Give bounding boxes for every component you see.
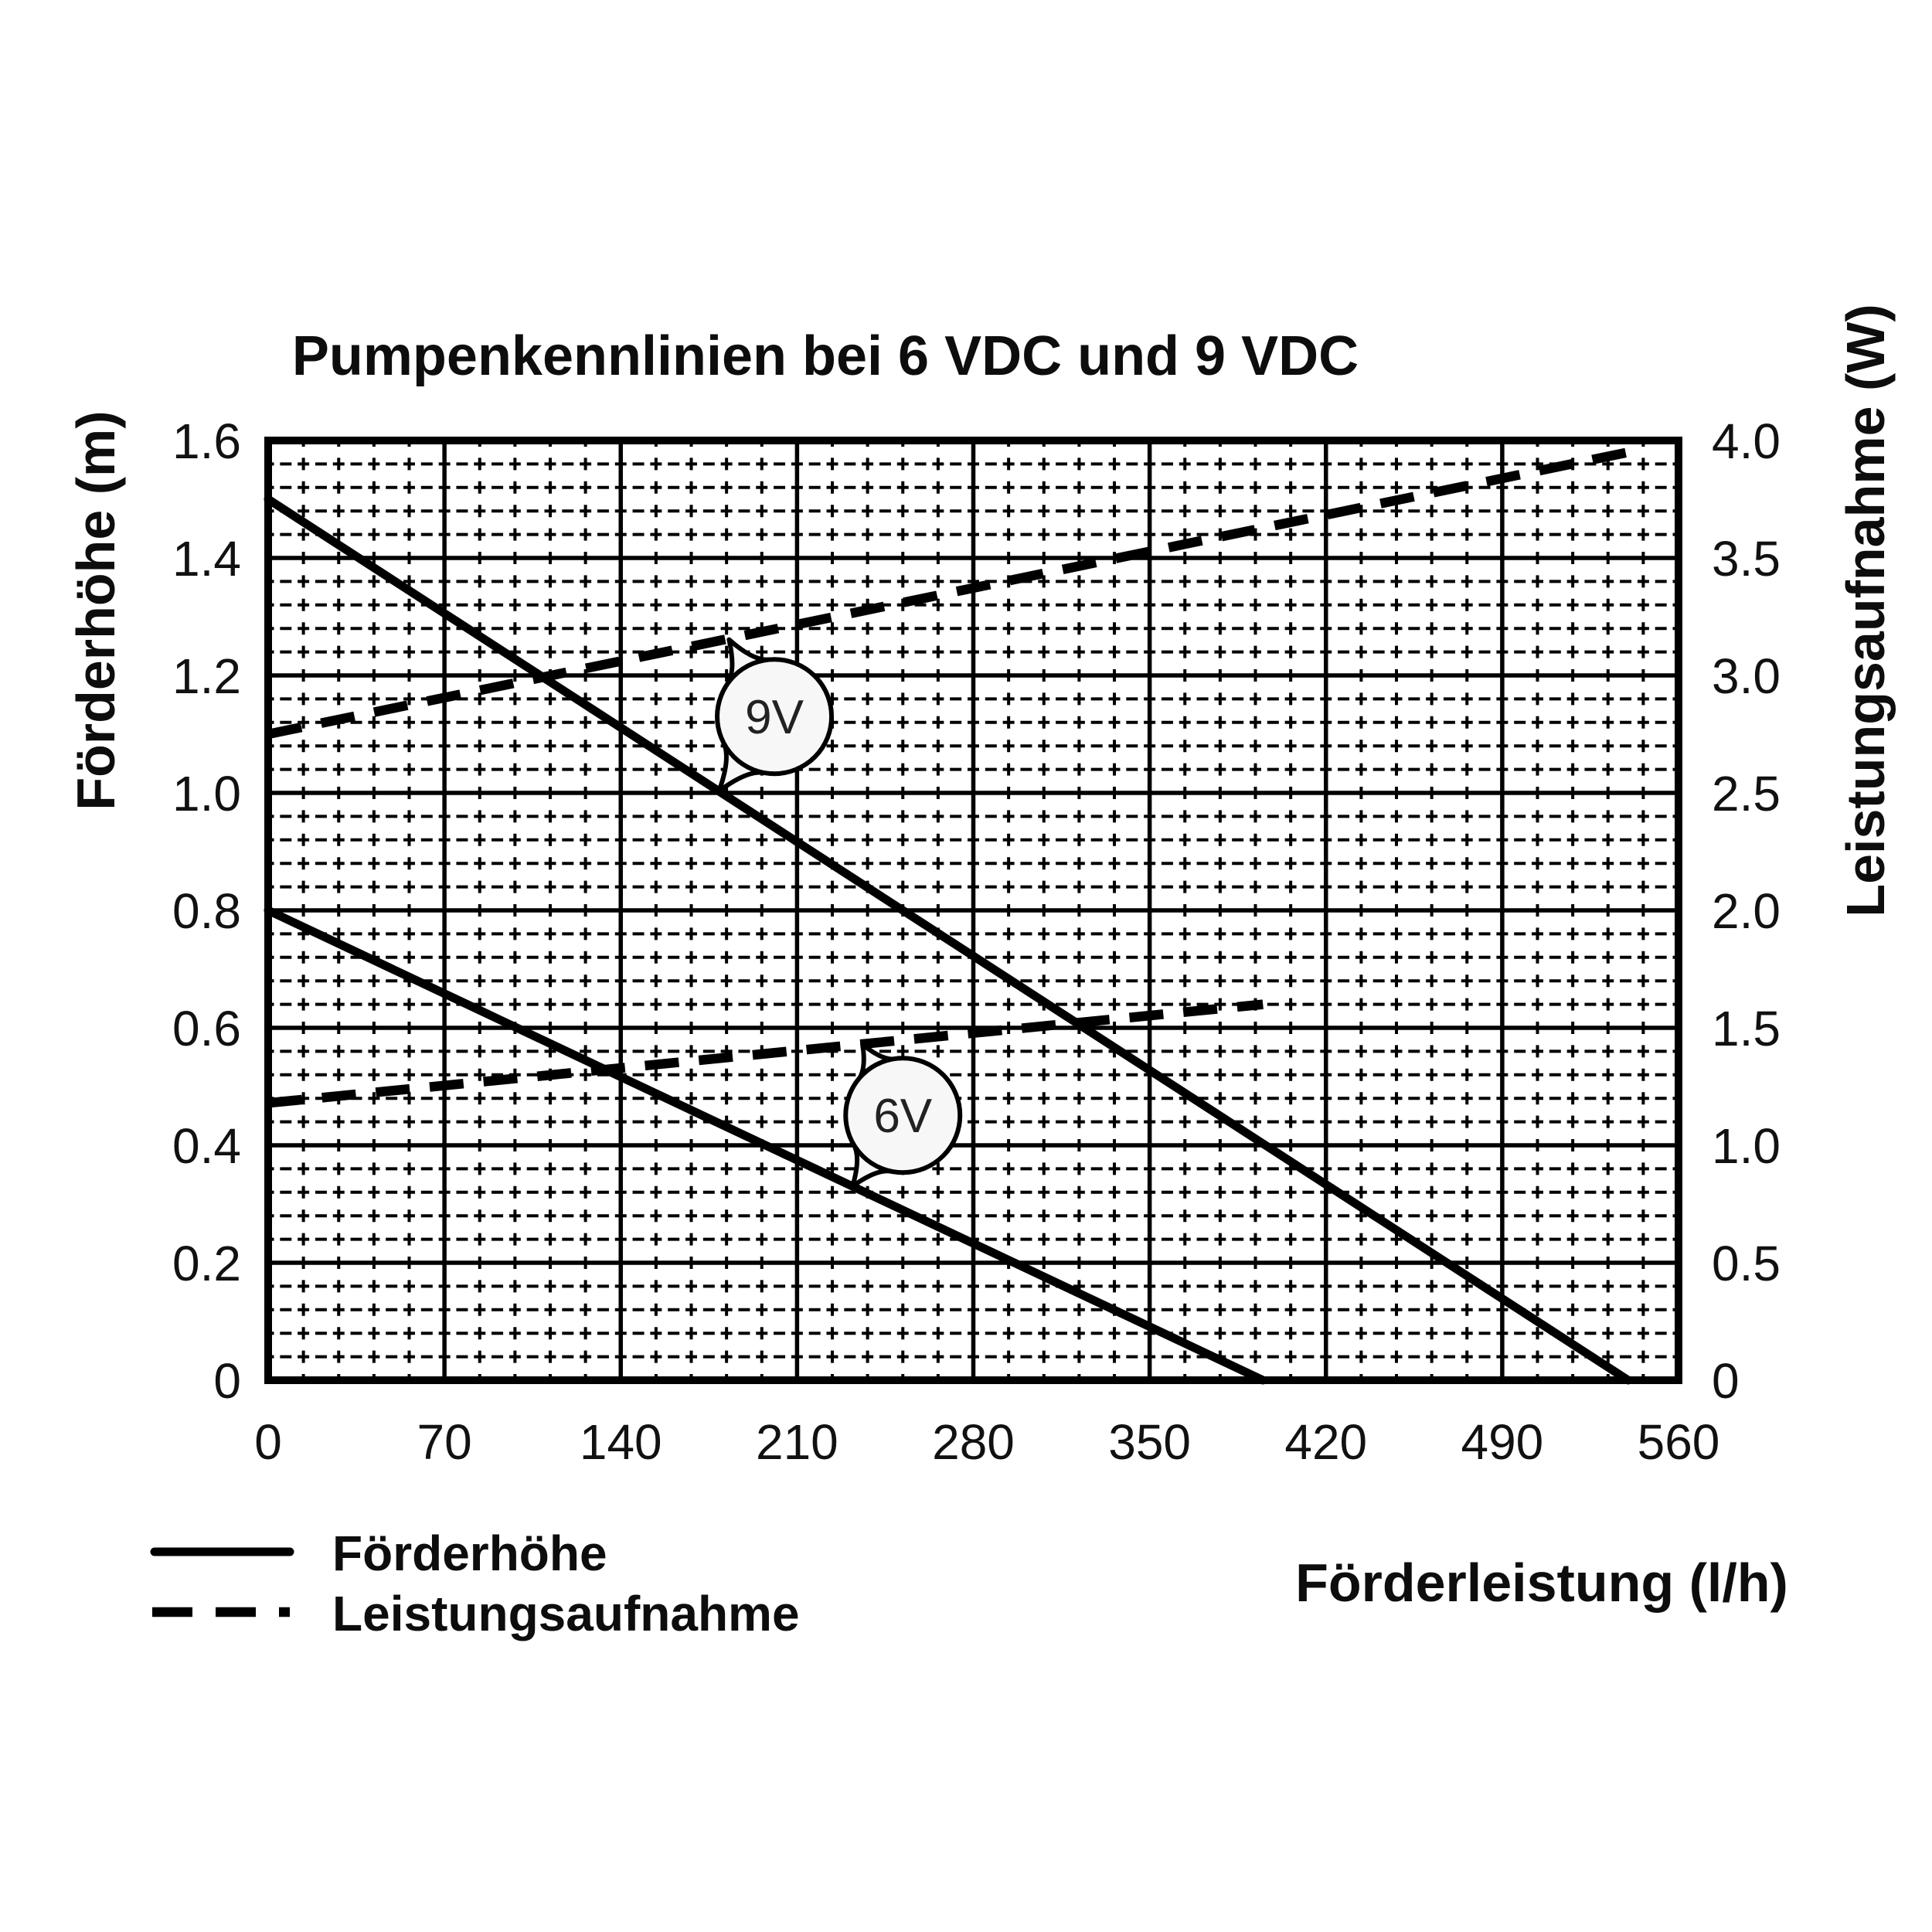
x-tick-label: 280 xyxy=(932,1414,1015,1470)
callout-9V: 9V xyxy=(715,637,835,794)
y-left-tick-label: 0.6 xyxy=(172,1001,241,1056)
callout-bubble xyxy=(715,657,835,777)
x-tick-label: 0 xyxy=(254,1414,282,1470)
x-tick-label: 210 xyxy=(756,1414,838,1470)
y-left-tick-label: 0 xyxy=(213,1353,241,1409)
y-right-tick-label: 2.5 xyxy=(1712,766,1781,821)
x-tick-label: 70 xyxy=(417,1414,472,1470)
y-right-tick-label: 1.5 xyxy=(1712,1001,1781,1056)
y-left-tick-label: 0.4 xyxy=(172,1118,241,1174)
y-right-tick-label: 2.0 xyxy=(1712,883,1781,939)
y-right-tick-label: 3.0 xyxy=(1712,648,1781,704)
grid-lines xyxy=(268,440,1679,1380)
callout-bubble xyxy=(843,1056,963,1175)
y-right-tick-label: 4.0 xyxy=(1712,413,1781,469)
legend-solid-label: Förderhöhe xyxy=(332,1526,607,1581)
y-left-tick-label: 1.2 xyxy=(172,648,241,704)
legend: Förderhöhe Leistungsaufnahme xyxy=(150,1526,800,1641)
y-left-tick-label: 1.4 xyxy=(172,531,241,587)
y-right-tick-label: 0.5 xyxy=(1712,1236,1781,1291)
callout-label: 6V xyxy=(873,1090,932,1143)
right-axis-label: Leistungsaufnahme (W) xyxy=(1835,304,1896,917)
y-right-tick-label: 0 xyxy=(1712,1353,1740,1409)
x-tick-label: 350 xyxy=(1108,1414,1191,1470)
x-axis-label: Förderleistung (l/h) xyxy=(1295,1553,1788,1613)
y-left-tick-label: 1.6 xyxy=(172,413,241,469)
y-left-tick-label: 0.2 xyxy=(172,1236,241,1291)
tick-labels: 0 70 140 210 280 350 420 490 56000.20.40.60.81.0… xyxy=(172,413,1781,1470)
y-left-tick-label: 0.8 xyxy=(172,883,241,939)
x-tick-label: 490 xyxy=(1461,1414,1543,1470)
legend-dashed-label: Leistungsaufnahme xyxy=(332,1586,800,1641)
series-dashed-9V xyxy=(267,447,1630,740)
y-right-tick-label: 1.0 xyxy=(1712,1118,1781,1174)
series-solid-9V xyxy=(264,495,1633,1385)
chart-title: Pumpenkennlinien bei 6 VDC und 9 VDC xyxy=(292,325,1359,387)
series-dashed-6V xyxy=(267,999,1264,1108)
series-lines xyxy=(264,447,1633,1385)
y-right-tick-label: 3.5 xyxy=(1712,531,1781,587)
voltage-callouts: 9V 6V xyxy=(715,637,963,1189)
x-tick-label: 420 xyxy=(1284,1414,1367,1470)
left-axis-label: Förderhöhe (m) xyxy=(66,410,126,810)
y-left-tick-label: 1.0 xyxy=(172,766,241,821)
callout-6V: 6V xyxy=(843,1042,963,1189)
plot-border xyxy=(264,437,1682,1384)
callout-label: 9V xyxy=(745,691,804,744)
x-tick-label: 560 xyxy=(1638,1414,1720,1470)
series-solid-6V xyxy=(264,906,1267,1385)
x-tick-label: 140 xyxy=(580,1414,662,1470)
